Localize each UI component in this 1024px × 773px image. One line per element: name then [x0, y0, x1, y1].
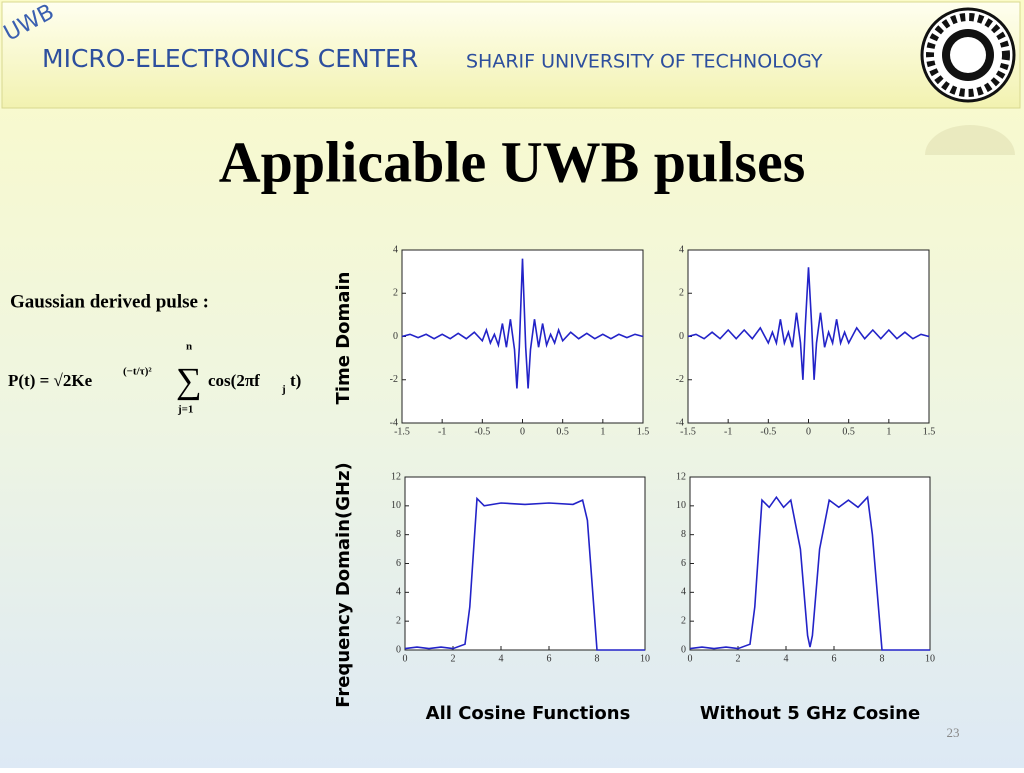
y-tick-label: 2 — [681, 615, 686, 626]
y-tick-label: 0 — [393, 331, 398, 342]
y-tick-label: 4 — [393, 244, 398, 255]
y-tick-label: 10 — [391, 500, 401, 511]
y-tick-label: 12 — [676, 471, 686, 482]
x-tick-label: 1.5 — [923, 426, 936, 437]
x-tick-label: 10 — [640, 653, 650, 664]
logo — [920, 7, 1016, 103]
x-tick-label: -0.5 — [760, 426, 776, 437]
plot-area — [689, 476, 931, 651]
formula-body: cos(2πf — [208, 371, 260, 390]
y-tick-label: 4 — [396, 587, 401, 598]
y-tick-label: 0 — [396, 644, 401, 655]
row-label: Frequency Domain(GHz) — [333, 462, 354, 708]
curve — [404, 496, 645, 651]
y-tick-label: -2 — [676, 374, 684, 385]
x-tick-label: 8 — [595, 653, 600, 664]
y-tick-label: 12 — [391, 471, 401, 482]
row-label: Time Domain — [333, 272, 354, 405]
x-tick-label: 0 — [520, 426, 525, 437]
x-tick-label: 1.5 — [637, 426, 650, 437]
column-label: Without 5 GHz Cosine — [700, 703, 920, 724]
formula-exponent: (−t/τ)² — [123, 366, 152, 378]
header-band — [1, 1, 1021, 109]
formula: P(t) = √2Ke (−t/τ)² ∑ n j=1 cos(2πf j t) — [8, 341, 301, 416]
formula-lower: j=1 — [177, 404, 193, 416]
x-tick-label: -1 — [438, 426, 446, 437]
x-tick-label: 6 — [547, 653, 552, 664]
y-tick-label: 6 — [681, 558, 686, 569]
y-tick-label: 10 — [676, 500, 686, 511]
formula-upper: n — [186, 341, 192, 353]
formula-tail: t) — [290, 371, 301, 390]
y-tick-label: 0 — [681, 644, 686, 655]
y-tick-label: 2 — [679, 288, 684, 299]
y-tick-label: 2 — [396, 615, 401, 626]
slide-title: Applicable UWB pulses — [219, 129, 806, 194]
x-tick-label: 1 — [886, 426, 891, 437]
y-tick-label: 4 — [679, 244, 684, 255]
x-tick-label: 0 — [403, 653, 408, 664]
column-label: All Cosine Functions — [426, 703, 631, 724]
center-name: MICRO-ELECTRONICS CENTER — [42, 44, 418, 73]
x-tick-label: 0 — [806, 426, 811, 437]
x-tick-label: 1 — [600, 426, 605, 437]
y-tick-label: 8 — [396, 529, 401, 540]
curve — [687, 267, 930, 380]
x-tick-label: 0.5 — [556, 426, 569, 437]
formula-label: Gaussian derived pulse : — [10, 291, 209, 312]
y-tick-label: 2 — [393, 288, 398, 299]
x-tick-label: 0 — [688, 653, 693, 664]
x-tick-label: 6 — [832, 653, 837, 664]
curve — [689, 495, 930, 651]
x-tick-label: 2 — [736, 653, 741, 664]
formula-sub: j — [281, 384, 286, 396]
x-tick-label: 8 — [880, 653, 885, 664]
x-tick-label: -1 — [724, 426, 732, 437]
x-tick-label: 10 — [925, 653, 935, 664]
y-tick-label: -4 — [390, 417, 398, 428]
x-tick-label: 4 — [784, 653, 789, 664]
x-tick-label: -0.5 — [474, 426, 490, 437]
x-tick-label: -1.5 — [394, 426, 410, 437]
y-tick-label: 8 — [681, 529, 686, 540]
university-name: SHARIF UNIVERSITY OF TECHNOLOGY — [466, 51, 823, 73]
y-tick-label: -4 — [676, 417, 684, 428]
curve — [401, 258, 644, 389]
x-tick-label: 0.5 — [842, 426, 855, 437]
formula-lhs: P(t) = √2Ke — [8, 371, 93, 390]
y-tick-label: 6 — [396, 558, 401, 569]
formula-sum: ∑ — [176, 360, 202, 400]
y-tick-label: -2 — [390, 374, 398, 385]
x-tick-label: 2 — [451, 653, 456, 664]
y-tick-label: 4 — [681, 587, 686, 598]
page-number: 23 — [947, 725, 960, 740]
x-tick-label: 4 — [499, 653, 504, 664]
x-tick-label: -1.5 — [680, 426, 696, 437]
logo-watermark — [925, 125, 1015, 155]
y-tick-label: 0 — [679, 331, 684, 342]
plot-area — [404, 476, 646, 651]
